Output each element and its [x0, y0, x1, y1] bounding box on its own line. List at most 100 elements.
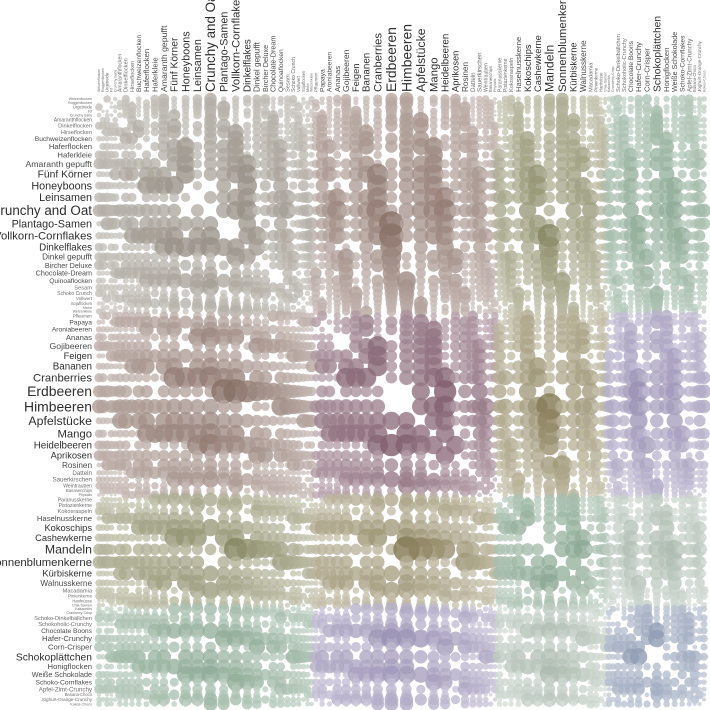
cooccurrence-bubble: [501, 496, 509, 503]
cooccurrence-bubble: [665, 397, 684, 416]
cooccurrence-bubble: [310, 267, 322, 280]
cooccurrence-bubble: [700, 546, 708, 553]
cooccurrence-bubble: [701, 135, 707, 142]
cooccurrence-bubble: [450, 361, 461, 372]
cooccurrence-bubble: [467, 612, 479, 624]
cooccurrence-bubble: [587, 487, 594, 495]
cooccurrence-bubble: [575, 565, 591, 582]
cooccurrence-bubble: [696, 672, 703, 678]
cooccurrence-bubble: [533, 121, 542, 130]
cooccurrence-bubble: [168, 109, 181, 122]
cooccurrence-bubble: [693, 414, 706, 427]
cooccurrence-bubble: [270, 100, 276, 106]
cooccurrence-bubble: [117, 470, 123, 476]
cooccurrence-bubble: [308, 580, 315, 586]
cooccurrence-bubble: [701, 571, 707, 576]
cooccurrence-bubble: [569, 468, 578, 477]
cooccurrence-bubble: [94, 642, 104, 652]
cooccurrence-bubble: [241, 567, 254, 580]
cooccurrence-bubble: [108, 606, 114, 612]
cooccurrence-bubble: [514, 451, 523, 460]
cooccurrence-bubble: [591, 467, 601, 478]
cooccurrence-bubble: [112, 117, 119, 123]
cooccurrence-bubble: [693, 229, 706, 242]
cooccurrence-bubble: [259, 590, 271, 602]
cooccurrence-bubble: [663, 289, 670, 297]
cooccurrence-bubble: [105, 109, 109, 114]
cooccurrence-bubble: [671, 304, 678, 311]
cooccurrence-bubble: [521, 438, 534, 452]
cooccurrence-bubble: [227, 328, 245, 346]
cooccurrence-bubble: [116, 501, 124, 509]
cooccurrence-bubble: [555, 399, 570, 414]
cooccurrence-bubble: [193, 634, 202, 643]
cooccurrence-bubble: [620, 626, 628, 635]
cooccurrence-bubble: [294, 671, 303, 679]
cooccurrence-bubble: [326, 122, 333, 129]
cooccurrence-bubble: [651, 450, 662, 461]
cooccurrence-bubble: [620, 662, 628, 671]
cooccurrence-bubble: [181, 192, 191, 202]
cooccurrence-bubble: [385, 140, 398, 153]
cooccurrence-bubble: [99, 171, 106, 178]
cooccurrence-bubble: [332, 642, 343, 652]
cooccurrence-bubble: [654, 100, 660, 106]
cooccurrence-bubble: [678, 501, 687, 510]
cooccurrence-bubble: [116, 627, 124, 634]
cooccurrence-bubble: [333, 115, 342, 124]
cooccurrence-bubble: [304, 580, 311, 586]
cooccurrence-bubble: [438, 479, 452, 493]
cooccurrence-bubble: [128, 671, 136, 679]
cooccurrence-bubble: [151, 284, 159, 291]
cooccurrence-bubble: [108, 570, 114, 577]
cooccurrence-bubble: [581, 201, 600, 220]
cooccurrence-bubble: [216, 156, 231, 171]
cooccurrence-bubble: [575, 358, 591, 375]
cooccurrence-bubble: [460, 451, 470, 460]
cooccurrence-bubble: [533, 495, 542, 504]
cooccurrence-bubble: [170, 333, 179, 342]
cooccurrence-bubble: [543, 531, 556, 544]
cooccurrence-bubble: [521, 251, 534, 263]
cooccurrence-bubble: [324, 642, 335, 652]
cooccurrence-bubble: [671, 122, 679, 130]
cooccurrence-bubble: [111, 243, 119, 251]
cooccurrence-bubble: [182, 501, 189, 509]
cooccurrence-bubble: [240, 473, 254, 486]
cooccurrence-bubble: [524, 606, 531, 612]
cooccurrence-bubble: [482, 312, 489, 320]
cooccurrence-bubble: [476, 304, 483, 311]
cooccurrence-bubble: [604, 578, 614, 588]
cooccurrence-bubble: [290, 570, 297, 577]
cooccurrence-bubble: [164, 176, 184, 196]
cooccurrence-bubble: [587, 342, 594, 350]
cooccurrence-bubble: [678, 402, 687, 411]
cooccurrence-bubble: [284, 469, 291, 477]
cooccurrence-bubble: [157, 385, 170, 398]
cooccurrence-bubble: [116, 579, 124, 587]
cooccurrence-bubble: [690, 133, 700, 144]
cooccurrence-bubble: [128, 182, 136, 190]
cooccurrence-bubble: [582, 398, 599, 415]
cooccurrence-bubble: [678, 373, 687, 382]
cooccurrence-bubble: [693, 191, 706, 204]
cooccurrence-bubble: [482, 570, 489, 577]
cooccurrence-bubble: [670, 289, 679, 298]
cooccurrence-bubble: [181, 122, 190, 130]
cooccurrence-bubble: [166, 471, 183, 488]
cooccurrence-bubble: [340, 385, 353, 398]
cooccurrence-bubble: [634, 333, 643, 342]
cooccurrence-bubble: [426, 478, 441, 493]
cooccurrence-bubble: [600, 133, 610, 144]
cooccurrence-bubble: [701, 534, 707, 541]
cooccurrence-bubble: [289, 150, 298, 159]
cooccurrence-bubble: [492, 384, 507, 399]
cooccurrence-bubble: [158, 641, 169, 653]
cooccurrence-bubble: [650, 217, 664, 231]
cooccurrence-bubble: [628, 502, 634, 509]
cooccurrence-bubble: [220, 482, 227, 489]
cooccurrence-bubble: [192, 159, 203, 169]
cooccurrence-bubble: [470, 305, 475, 310]
cooccurrence-bubble: [539, 434, 560, 456]
cooccurrence-bubble: [497, 108, 503, 114]
